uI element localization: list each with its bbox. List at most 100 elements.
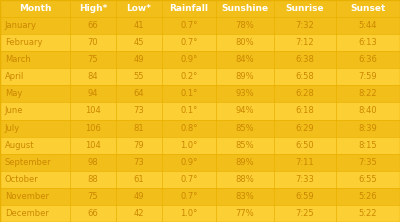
Bar: [116, 119, 162, 137]
Text: 0.7°: 0.7°: [180, 192, 198, 201]
Bar: [0, 103, 70, 119]
Bar: [0, 188, 70, 205]
Bar: [70, 103, 116, 119]
Bar: [0, 137, 70, 154]
Text: 49: 49: [134, 55, 144, 64]
Bar: [336, 137, 400, 154]
Bar: [116, 154, 162, 171]
Text: May: May: [5, 89, 22, 98]
Bar: [0, 154, 70, 171]
Bar: [274, 205, 336, 222]
Text: 66: 66: [88, 209, 98, 218]
Bar: [162, 171, 216, 188]
Text: 7:11: 7:11: [296, 158, 314, 167]
Text: January: January: [5, 21, 37, 30]
Bar: [70, 34, 116, 51]
Bar: [70, 119, 116, 137]
Bar: [216, 205, 274, 222]
Text: 42: 42: [134, 209, 144, 218]
Bar: [162, 68, 216, 85]
Text: 0.7°: 0.7°: [180, 175, 198, 184]
Bar: [70, 68, 116, 85]
Text: 7:35: 7:35: [359, 158, 377, 167]
Bar: [274, 154, 336, 171]
Text: 8:40: 8:40: [359, 107, 377, 115]
Bar: [0, 119, 70, 137]
Bar: [70, 171, 116, 188]
Bar: [274, 68, 336, 85]
Text: Sunset: Sunset: [350, 4, 386, 13]
Text: February: February: [5, 38, 42, 47]
Text: 6:58: 6:58: [296, 72, 314, 81]
Bar: [116, 51, 162, 68]
Bar: [0, 85, 70, 103]
Text: 79: 79: [134, 141, 144, 150]
Text: 8:39: 8:39: [359, 124, 377, 133]
Bar: [70, 188, 116, 205]
Text: 85%: 85%: [236, 124, 254, 133]
Text: November: November: [5, 192, 49, 201]
Bar: [216, 137, 274, 154]
Text: 0.9°: 0.9°: [180, 55, 198, 64]
Bar: [336, 68, 400, 85]
Text: 6:38: 6:38: [296, 55, 314, 64]
Bar: [0, 171, 70, 188]
Bar: [336, 51, 400, 68]
Bar: [336, 188, 400, 205]
Bar: [216, 0, 274, 17]
Bar: [162, 103, 216, 119]
Text: 49: 49: [134, 192, 144, 201]
Text: 1.0°: 1.0°: [180, 209, 198, 218]
Text: 41: 41: [134, 21, 144, 30]
Bar: [216, 119, 274, 137]
Text: June: June: [5, 107, 23, 115]
Bar: [216, 103, 274, 119]
Text: 64: 64: [134, 89, 144, 98]
Bar: [216, 171, 274, 188]
Text: High*: High*: [79, 4, 107, 13]
Text: 75: 75: [88, 192, 98, 201]
Bar: [162, 154, 216, 171]
Bar: [216, 188, 274, 205]
Text: 1.0°: 1.0°: [180, 141, 198, 150]
Text: 94: 94: [88, 89, 98, 98]
Text: 88: 88: [88, 175, 98, 184]
Bar: [274, 171, 336, 188]
Text: 0.1°: 0.1°: [180, 89, 198, 98]
Bar: [216, 34, 274, 51]
Text: July: July: [5, 124, 20, 133]
Text: 6:28: 6:28: [296, 89, 314, 98]
Text: 6:50: 6:50: [296, 141, 314, 150]
Bar: [70, 205, 116, 222]
Bar: [274, 0, 336, 17]
Bar: [336, 205, 400, 222]
Text: 89%: 89%: [236, 158, 254, 167]
Bar: [216, 51, 274, 68]
Text: 6:13: 6:13: [359, 38, 377, 47]
Text: 55: 55: [134, 72, 144, 81]
Text: Rainfall: Rainfall: [170, 4, 208, 13]
Text: 88%: 88%: [236, 175, 254, 184]
Text: 94%: 94%: [236, 107, 254, 115]
Text: 0.2°: 0.2°: [180, 72, 198, 81]
Bar: [116, 0, 162, 17]
Bar: [274, 119, 336, 137]
Text: 7:59: 7:59: [359, 72, 377, 81]
Bar: [70, 85, 116, 103]
Bar: [162, 17, 216, 34]
Bar: [162, 137, 216, 154]
Text: 5:26: 5:26: [359, 192, 377, 201]
Text: 84%: 84%: [236, 55, 254, 64]
Bar: [216, 17, 274, 34]
Text: 93%: 93%: [236, 89, 254, 98]
Text: 83%: 83%: [236, 192, 254, 201]
Text: 98: 98: [88, 158, 98, 167]
Bar: [116, 85, 162, 103]
Bar: [116, 188, 162, 205]
Bar: [274, 85, 336, 103]
Text: 6:36: 6:36: [358, 55, 378, 64]
Text: 0.1°: 0.1°: [180, 107, 198, 115]
Text: March: March: [5, 55, 30, 64]
Bar: [274, 103, 336, 119]
Bar: [274, 17, 336, 34]
